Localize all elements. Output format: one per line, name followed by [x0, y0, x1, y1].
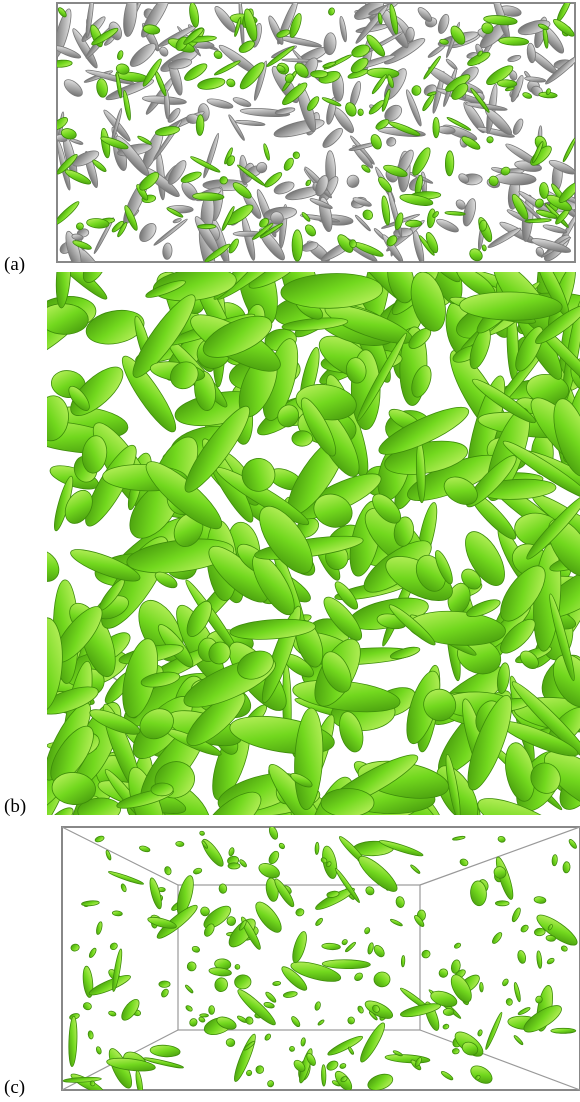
page: (a) (b) (c) (() => { const data = JSON.p…	[0, 0, 580, 1102]
panel-a: (a)	[4, 0, 580, 276]
vortex-blob	[443, 1008, 454, 1015]
panel-c: (c)	[4, 825, 580, 1098]
vortex-blob	[321, 789, 374, 817]
vortex-blob	[551, 1028, 576, 1033]
isosurface	[0, 225, 580, 876]
vortex-blob	[433, 117, 439, 137]
vortex-blob	[479, 982, 483, 992]
vortex-blob	[374, 972, 391, 987]
panel-b: (b)	[0, 225, 580, 876]
vortex-blob	[292, 230, 302, 261]
vortex-blob	[235, 964, 240, 969]
vortex-blob	[219, 884, 227, 894]
vortex-blob	[452, 1048, 459, 1054]
vortex-blob	[175, 841, 184, 847]
vortex-blob	[445, 151, 454, 176]
vortex-blob	[292, 431, 313, 447]
vortex-blob	[315, 842, 319, 854]
vortex-blob	[495, 901, 509, 906]
vortex-blob	[209, 1006, 215, 1015]
vortex-blob	[358, 109, 364, 116]
panel-label: (c)	[4, 1077, 25, 1098]
figure: (a) (b) (c)	[0, 0, 580, 1102]
vortex-blob	[159, 981, 170, 988]
vortex-blob	[552, 854, 558, 866]
vortex-blob	[406, 220, 422, 227]
vortex-blob	[321, 1065, 326, 1086]
vortex-blob	[228, 863, 240, 869]
vortex-blob	[311, 71, 328, 78]
panel-label: (a)	[4, 254, 25, 275]
vortex-blob	[197, 224, 215, 229]
panel-label: (b)	[4, 796, 26, 817]
vortex-blob	[234, 974, 251, 989]
vortex-blob	[401, 955, 405, 967]
vortex-blob	[151, 783, 173, 796]
